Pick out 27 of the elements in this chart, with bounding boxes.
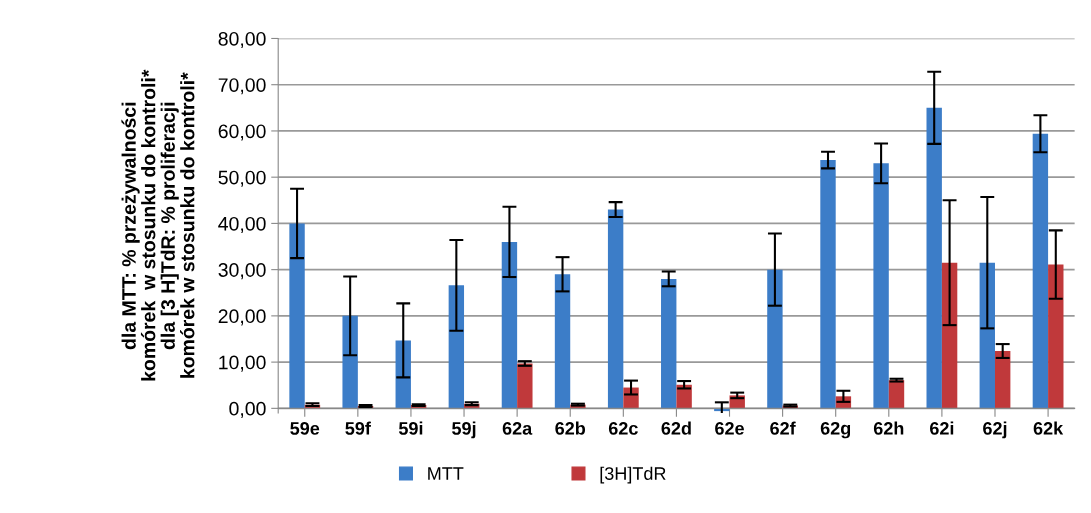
x-tick-label: 62e — [715, 422, 744, 435]
y-tick-label: 70,00 — [218, 78, 266, 95]
y-tick-label: 80,00 — [218, 31, 266, 49]
y-tick-label: 40,00 — [218, 216, 266, 233]
x-tick-label: 62a — [502, 422, 533, 435]
y-tick-label: 0,00 — [229, 401, 266, 418]
legend-label: MTT — [428, 467, 464, 480]
x-tick-label: 62c — [608, 422, 638, 435]
x-tick-label: 62g — [820, 421, 851, 439]
x-tick-label: 62f — [770, 421, 796, 435]
y-tick-label: 50,00 — [218, 170, 266, 187]
x-tick-label: 62j — [983, 421, 1007, 439]
x-tick-label: 59f — [345, 421, 371, 435]
x-tick-label: 59i — [398, 421, 423, 435]
legend-label: [3H]TdR — [600, 466, 666, 484]
y-tick-label: 30,00 — [218, 263, 266, 280]
x-tick-label: 62d — [661, 421, 691, 435]
x-tick-label: 59j — [452, 421, 476, 439]
y-tick-label: 10,00 — [219, 355, 266, 372]
x-tick-label: 62b — [555, 421, 586, 435]
x-tick-label: 62h — [873, 421, 904, 435]
y-tick-label: 20,00 — [218, 309, 266, 326]
x-tick-label: 62i — [930, 421, 954, 435]
x-tick-label: 62k — [1033, 421, 1064, 435]
y-tick-label: 60,00 — [218, 124, 266, 141]
y-axis-title: dla MTT: % przeżywalności komórek w stosunku do kontroli* dla [3 H]TdR: % proliferacji komórek w stosunku do kontroli* — [121, 69, 195, 381]
x-tick-label: 59e — [290, 422, 320, 435]
